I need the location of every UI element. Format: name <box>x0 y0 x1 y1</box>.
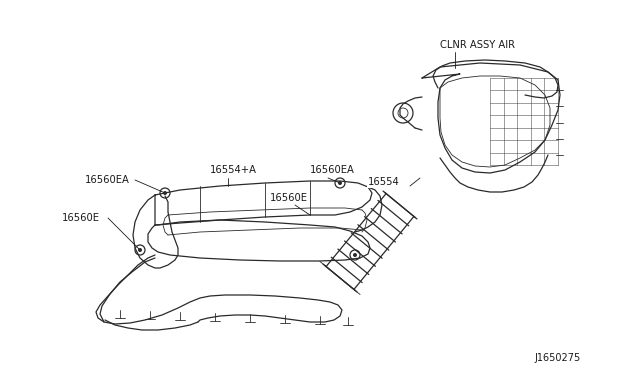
Text: J1650275: J1650275 <box>535 353 581 363</box>
Circle shape <box>338 181 342 185</box>
Circle shape <box>138 248 142 252</box>
Text: 16554+A: 16554+A <box>210 165 257 175</box>
Circle shape <box>353 253 357 257</box>
Text: CLNR ASSY AIR: CLNR ASSY AIR <box>440 40 515 50</box>
Text: 16560E: 16560E <box>62 213 100 223</box>
Text: 16554: 16554 <box>368 177 400 187</box>
Text: 16560E: 16560E <box>270 193 308 203</box>
Text: 16560EA: 16560EA <box>310 165 355 175</box>
Circle shape <box>163 191 167 195</box>
Text: 16560EA: 16560EA <box>85 175 130 185</box>
